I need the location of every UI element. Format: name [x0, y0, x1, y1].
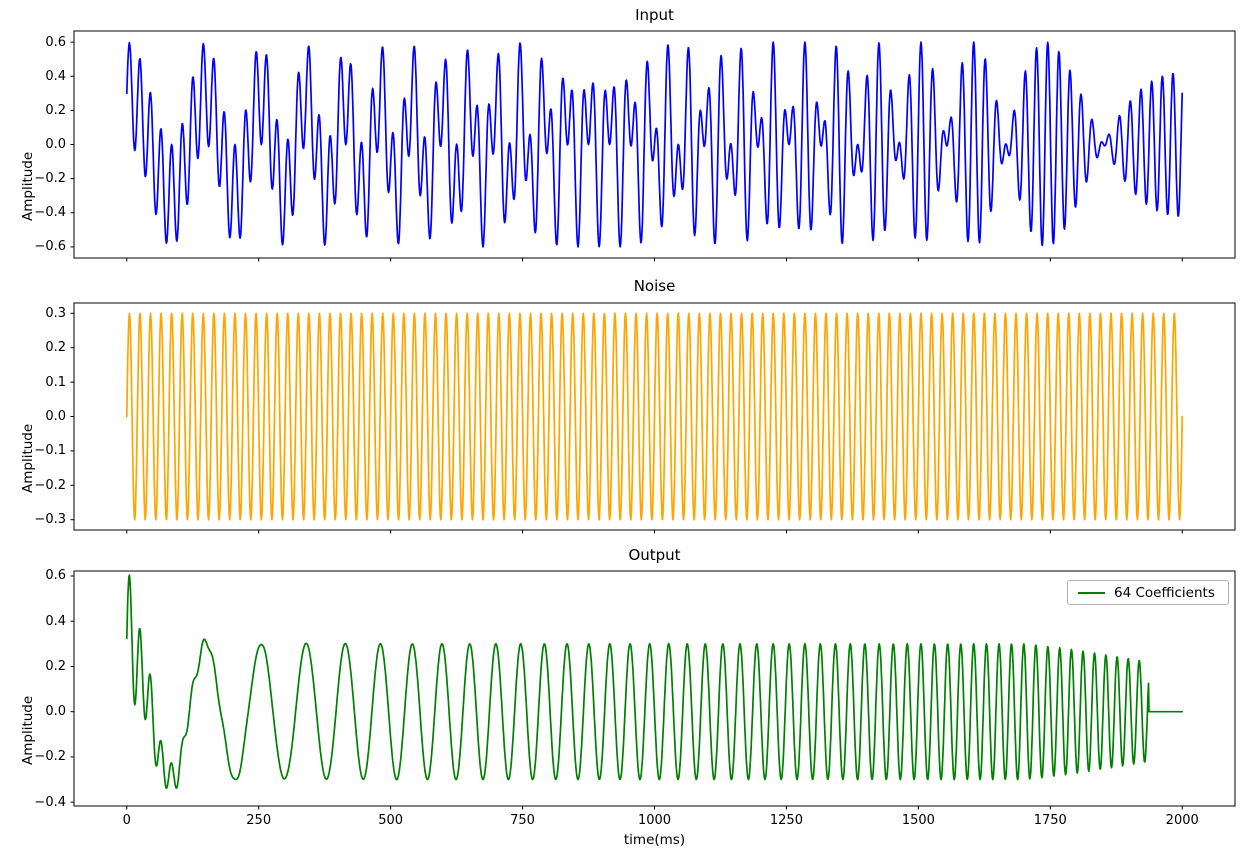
y-tick-label: 0.4: [45, 613, 66, 629]
x-tick-label: 0: [122, 813, 131, 828]
y-tick-label: −0.2: [34, 477, 66, 493]
y-tick-label: −0.6: [34, 239, 66, 255]
plot-title-output: Output: [628, 546, 681, 564]
y-tick-label: 0.1: [45, 374, 66, 390]
x-tick-label: 1500: [901, 813, 935, 828]
y-tick-label: 0.0: [45, 704, 66, 720]
y-tick-label: −0.4: [34, 794, 66, 810]
y-tick-label: 0.3: [45, 305, 66, 321]
axes-frame-output: [73, 570, 1236, 807]
plot-title-noise: Noise: [633, 277, 676, 295]
y-tick-label: 0.6: [45, 568, 66, 584]
y-tick-label: −0.4: [34, 205, 66, 221]
plot-title-input: Input: [635, 6, 674, 24]
y-tick-label: 0.0: [45, 409, 66, 424]
x-axis-label: time(ms): [623, 832, 686, 848]
x-tick-label: 1000: [637, 813, 672, 828]
x-tick-label: 2000: [1165, 813, 1199, 828]
y-tick-label: 0.2: [45, 658, 66, 674]
legend-box: 64 Coefficients: [1067, 580, 1229, 605]
x-tick-label: 1250: [769, 813, 803, 828]
y-tick-label: −0.3: [34, 512, 66, 528]
waveform-output-line: [125, 574, 1184, 790]
y-tick-label: 0.2: [45, 102, 66, 118]
y-tick-label: 0.6: [45, 34, 66, 50]
y-tick-label: 0.2: [45, 340, 66, 356]
legend-label: 64 Coefficients: [1114, 584, 1215, 601]
legend-line-swatch: [1078, 591, 1105, 594]
y-tick-label: −0.2: [34, 171, 66, 187]
x-tick-label: 500: [378, 813, 404, 828]
y-tick-label: 0.4: [45, 68, 66, 84]
y-tick-label: 0.0: [45, 137, 66, 152]
y-axis-label-output: Amplitude: [20, 695, 36, 765]
x-tick-label: 1750: [1033, 813, 1067, 828]
y-tick-label: −0.2: [34, 749, 66, 765]
x-tick-label: 750: [510, 813, 535, 828]
waveform-input-line: [125, 41, 1184, 248]
waveform-noise-line: [125, 312, 1184, 521]
y-tick-label: −0.1: [34, 443, 66, 459]
x-tick-label: 250: [246, 813, 272, 828]
